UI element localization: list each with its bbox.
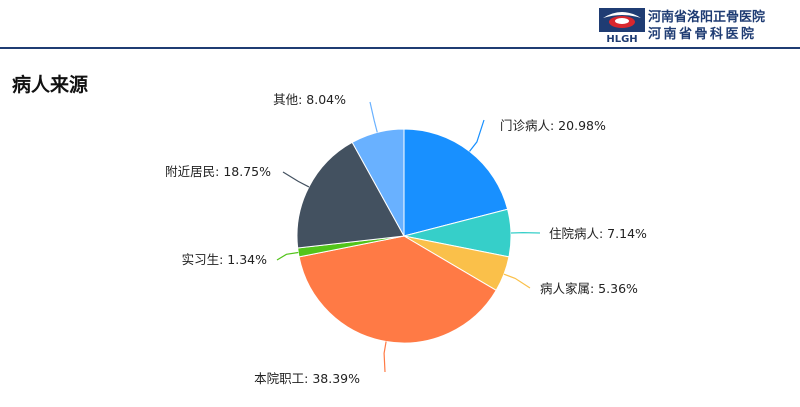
leader-line-5: [276, 251, 299, 261]
slice-label-4: 本院职工: 38.39%: [254, 371, 360, 386]
logo-text: HLGH: [606, 34, 637, 44]
slice-label-2: 住院病人: 7.14%: [549, 226, 647, 241]
slice-label-7: 其他: 8.04%: [273, 92, 346, 107]
pie-slice-7: [351, 128, 405, 237]
slice-label-3: 病人家属: 5.36%: [540, 281, 638, 296]
page-title: 病人来源: [12, 74, 89, 96]
page-header: HLGH 河南省洛阳正骨医院 河南省骨科医院: [0, 0, 800, 50]
leader-line-4: [383, 341, 387, 373]
slice-label-5: 实习生: 1.34%: [182, 252, 268, 267]
leader-line-7: [369, 101, 378, 133]
leader-line-1: [469, 119, 485, 152]
hospital-names: 河南省洛阳正骨医院 河南省骨科医院: [648, 9, 765, 43]
hospital-name-primary: 河南省洛阳正骨医院: [648, 10, 766, 25]
pie-slice-1: [403, 128, 509, 237]
pie-slice-6: [296, 141, 405, 249]
hospital-name-secondary: 河南省骨科医院: [648, 27, 757, 42]
slice-label-1: 门诊病人: 20.98%: [500, 118, 606, 133]
pie-slice-4: [298, 235, 497, 344]
hospital-logo: HLGH: [599, 8, 645, 44]
leader-line-3: [503, 273, 531, 289]
leader-line-6: [282, 171, 310, 188]
slice-label-6: 附近居民: 18.75%: [165, 164, 271, 179]
header-divider: [0, 47, 800, 49]
